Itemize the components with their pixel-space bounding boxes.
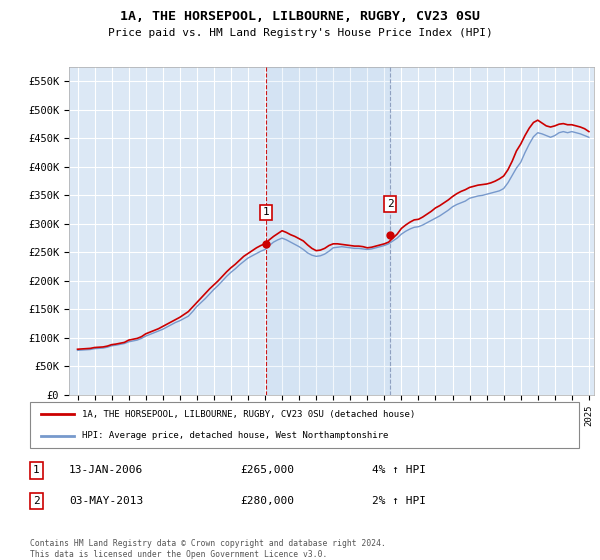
Text: 2: 2 xyxy=(387,199,394,209)
Text: 1A, THE HORSEPOOL, LILBOURNE, RUGBY, CV23 0SU (detached house): 1A, THE HORSEPOOL, LILBOURNE, RUGBY, CV2… xyxy=(82,410,415,419)
Text: 4% ↑ HPI: 4% ↑ HPI xyxy=(372,465,426,475)
Text: 2: 2 xyxy=(33,496,40,506)
Text: 1: 1 xyxy=(33,465,40,475)
Text: 1A, THE HORSEPOOL, LILBOURNE, RUGBY, CV23 0SU: 1A, THE HORSEPOOL, LILBOURNE, RUGBY, CV2… xyxy=(120,10,480,23)
Text: 2% ↑ HPI: 2% ↑ HPI xyxy=(372,496,426,506)
Text: 13-JAN-2006: 13-JAN-2006 xyxy=(69,465,143,475)
Text: HPI: Average price, detached house, West Northamptonshire: HPI: Average price, detached house, West… xyxy=(82,431,389,440)
Text: Price paid vs. HM Land Registry's House Price Index (HPI): Price paid vs. HM Land Registry's House … xyxy=(107,28,493,38)
Text: £265,000: £265,000 xyxy=(240,465,294,475)
Text: 03-MAY-2013: 03-MAY-2013 xyxy=(69,496,143,506)
FancyBboxPatch shape xyxy=(30,402,579,448)
Text: Contains HM Land Registry data © Crown copyright and database right 2024.
This d: Contains HM Land Registry data © Crown c… xyxy=(30,539,386,559)
Bar xyxy=(266,67,390,395)
Text: £280,000: £280,000 xyxy=(240,496,294,506)
Text: 1: 1 xyxy=(262,208,269,217)
